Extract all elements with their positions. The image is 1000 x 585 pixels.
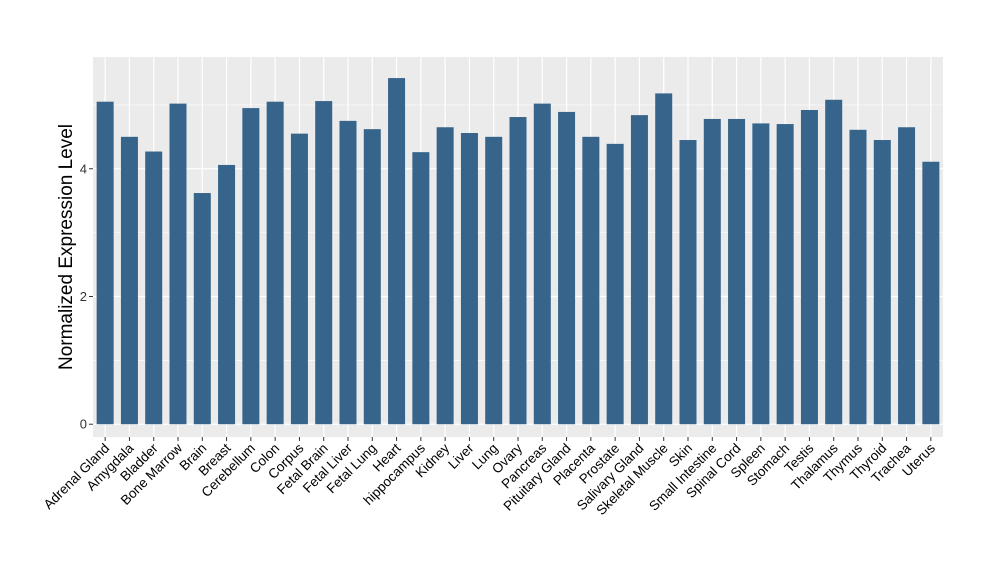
bar (120, 136, 138, 425)
bar (922, 161, 940, 425)
bar (460, 133, 478, 425)
bar (145, 151, 163, 425)
bar (630, 115, 648, 425)
bar (363, 129, 381, 425)
bar (412, 152, 430, 425)
x-tick-label: Liver (445, 440, 477, 472)
y-tick-label: 2 (80, 289, 87, 304)
y-tick-label: 0 (80, 417, 87, 432)
bar (728, 118, 746, 425)
bar (606, 143, 624, 425)
bar (655, 93, 673, 425)
bars (96, 78, 940, 425)
bar (436, 127, 454, 425)
bar (266, 101, 284, 425)
bar (679, 140, 697, 425)
bar (218, 164, 236, 425)
bar (388, 78, 406, 425)
bar (169, 103, 187, 425)
bar (558, 111, 576, 425)
bar (242, 108, 260, 425)
y-axis: 0 2 4 (80, 161, 93, 432)
y-axis-label: Normalized Expression Level (56, 124, 77, 370)
bar (533, 103, 551, 425)
bar (582, 136, 600, 425)
bar (776, 124, 794, 425)
bar (315, 101, 333, 425)
bar (825, 99, 843, 425)
bar (339, 120, 357, 425)
bar (898, 127, 916, 425)
bar (703, 118, 721, 425)
bar (849, 129, 867, 425)
bar (485, 136, 503, 425)
bar (193, 193, 211, 425)
bar (752, 123, 770, 425)
y-tick-label: 4 (80, 161, 87, 176)
bar (509, 117, 527, 425)
bar (96, 101, 114, 425)
bar (800, 110, 818, 425)
bar (873, 140, 891, 425)
bar (290, 133, 308, 425)
